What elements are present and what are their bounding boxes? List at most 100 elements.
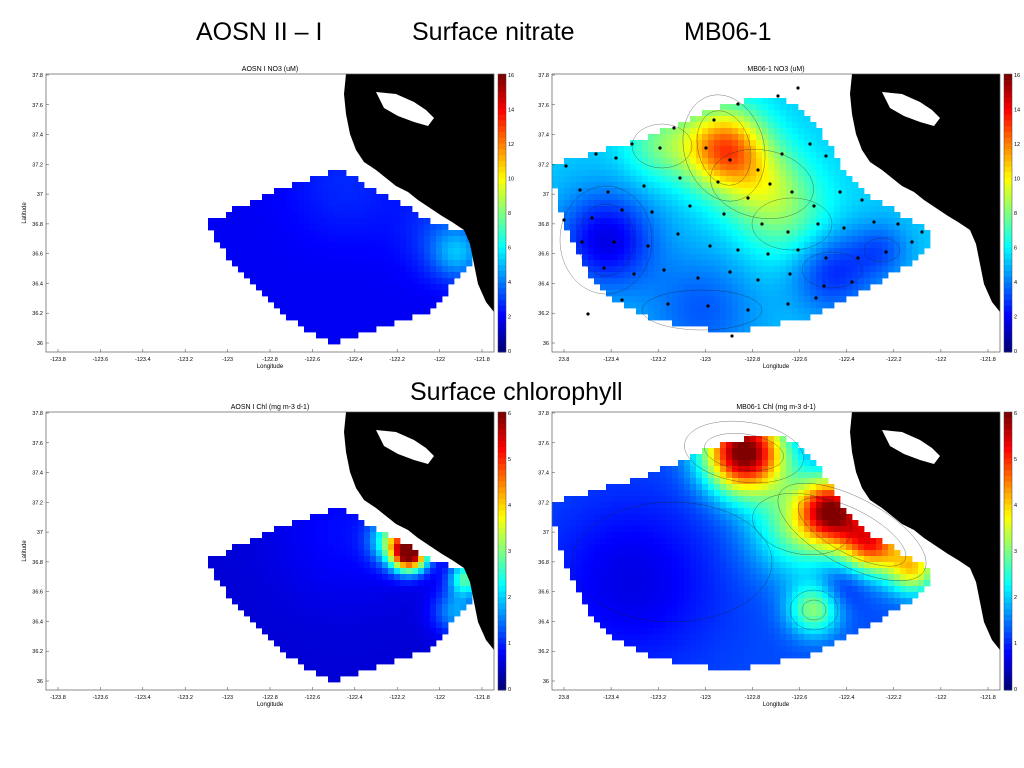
- field-cell: [316, 580, 323, 587]
- field-cell: [376, 646, 383, 653]
- field-cell: [400, 556, 407, 563]
- field-cell: [226, 218, 233, 225]
- field-cell: [750, 478, 757, 485]
- field-cell: [310, 188, 317, 195]
- field-cell: [804, 194, 811, 201]
- field-cell: [882, 610, 889, 617]
- field-cell: [600, 176, 607, 183]
- field-cell: [406, 278, 413, 285]
- field-cell: [876, 248, 883, 255]
- field-cell: [744, 302, 751, 309]
- field-cell: [690, 188, 697, 195]
- field-cell: [732, 302, 739, 309]
- field-cell: [382, 320, 389, 327]
- x-tick-label: -123: [700, 357, 711, 363]
- field-cell: [696, 592, 703, 599]
- field-cell: [774, 104, 781, 111]
- field-cell: [262, 230, 269, 237]
- field-cell: [436, 284, 443, 291]
- field-cell: [750, 550, 757, 557]
- field-cell: [672, 230, 679, 237]
- field-cell: [660, 200, 667, 207]
- field-cell: [780, 478, 787, 485]
- field-cell: [624, 242, 631, 249]
- field-cell: [340, 670, 347, 677]
- field-cell: [304, 544, 311, 551]
- field-cell: [768, 254, 775, 261]
- field-cell: [792, 296, 799, 303]
- map-mb06-nitrate: MB06-1 NO3 (uM)37.837.637.437.23736.836.…: [538, 66, 1020, 370]
- field-cell: [690, 466, 697, 473]
- station-dot: [768, 182, 772, 186]
- field-cell: [690, 236, 697, 243]
- field-cell: [726, 502, 733, 509]
- field-cell: [232, 218, 239, 225]
- field-cell: [454, 598, 461, 605]
- field-cell: [220, 556, 227, 563]
- field-cell: [816, 556, 823, 563]
- field-cell: [600, 218, 607, 225]
- field-cell: [424, 290, 431, 297]
- field-cell: [316, 308, 323, 315]
- field-cell: [756, 284, 763, 291]
- field-cell: [394, 652, 401, 659]
- field-cell: [340, 320, 347, 327]
- field-cell: [762, 212, 769, 219]
- field-cell: [846, 248, 853, 255]
- field-cell: [762, 454, 769, 461]
- field-cell: [588, 598, 595, 605]
- field-cell: [648, 574, 655, 581]
- field-cell: [684, 266, 691, 273]
- field-cell: [696, 538, 703, 545]
- field-cell: [708, 556, 715, 563]
- field-cell: [816, 242, 823, 249]
- field-cell: [606, 526, 613, 533]
- field-cell: [642, 556, 649, 563]
- field-cell: [226, 212, 233, 219]
- station-dot: [736, 102, 740, 106]
- field-cell: [442, 272, 449, 279]
- field-cell: [298, 254, 305, 261]
- field-cell: [666, 128, 673, 135]
- field-cell: [322, 574, 329, 581]
- field-cell: [768, 218, 775, 225]
- field-cell: [810, 140, 817, 147]
- field-cell: [744, 116, 751, 123]
- field-cell: [852, 200, 859, 207]
- field-cell: [340, 652, 347, 659]
- field-cell: [352, 514, 359, 521]
- station-dot: [776, 94, 780, 98]
- field-cell: [678, 230, 685, 237]
- field-cell: [310, 326, 317, 333]
- field-cell: [606, 610, 613, 617]
- field-cell: [618, 266, 625, 273]
- field-cell: [810, 580, 817, 587]
- field-cell: [804, 176, 811, 183]
- field-cell: [690, 200, 697, 207]
- field-cell: [232, 224, 239, 231]
- field-cell: [672, 224, 679, 231]
- field-cell: [720, 146, 727, 153]
- field-cell: [394, 212, 401, 219]
- field-cell: [702, 206, 709, 213]
- field-cell: [298, 272, 305, 279]
- field-cell: [388, 580, 395, 587]
- field-cell: [870, 562, 877, 569]
- field-cell: [292, 622, 299, 629]
- field-cell: [600, 610, 607, 617]
- field-cell: [606, 194, 613, 201]
- field-cell: [864, 598, 871, 605]
- field-cell: [624, 200, 631, 207]
- field-cell: [738, 308, 745, 315]
- field-cell: [744, 254, 751, 261]
- station-dot: [814, 296, 818, 300]
- field-cell: [864, 236, 871, 243]
- field-cell: [768, 164, 775, 171]
- field-cell: [558, 182, 565, 189]
- field-cell: [780, 200, 787, 207]
- field-cell: [244, 212, 251, 219]
- field-cell: [630, 490, 637, 497]
- field-cell: [394, 544, 401, 551]
- field-cell: [750, 206, 757, 213]
- field-cell: [636, 604, 643, 611]
